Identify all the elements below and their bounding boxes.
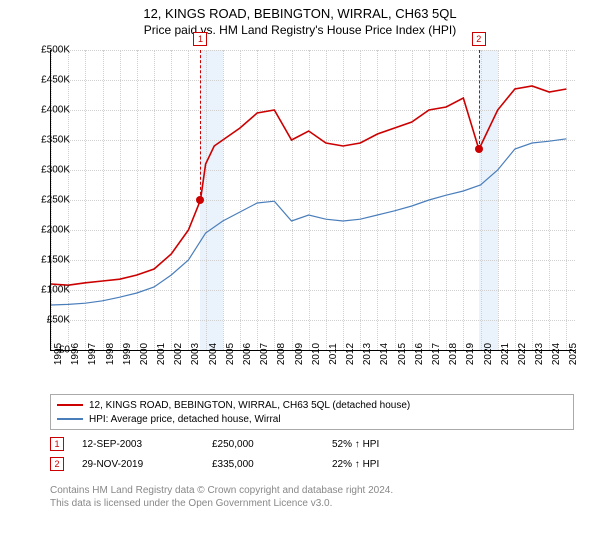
marker-dot-2: [475, 145, 483, 153]
marker-line-1: [200, 50, 201, 200]
xtick-label: 2008: [276, 343, 287, 365]
xtick-label: 2022: [517, 343, 528, 365]
title-block: 12, KINGS ROAD, BEBINGTON, WIRRAL, CH63 …: [0, 0, 600, 37]
ytick-label: £300K: [26, 165, 70, 176]
xtick-label: 2025: [568, 343, 579, 365]
marker-box-2: 2: [472, 32, 486, 46]
address-title: 12, KINGS ROAD, BEBINGTON, WIRRAL, CH63 …: [0, 6, 600, 21]
sales-table: 1 12-SEP-2003 £250,000 52% ↑ HPI 2 29-NO…: [50, 434, 432, 474]
attribution: Contains HM Land Registry data © Crown c…: [50, 484, 393, 510]
xtick-label: 2001: [156, 343, 167, 365]
xtick-label: 1995: [53, 343, 64, 365]
xtick-label: 1996: [70, 343, 81, 365]
legend-label-property: 12, KINGS ROAD, BEBINGTON, WIRRAL, CH63 …: [89, 400, 410, 411]
series-line-hpi: [51, 139, 566, 305]
xtick-label: 2002: [173, 343, 184, 365]
xtick-label: 2014: [379, 343, 390, 365]
ytick-label: £150K: [26, 255, 70, 266]
plot-area: 12: [50, 50, 575, 351]
sale-delta-2: 22% ↑ HPI: [332, 459, 432, 470]
xtick-label: 1998: [105, 343, 116, 365]
marker-box-1: 1: [193, 32, 207, 46]
xtick-label: 2011: [328, 343, 339, 365]
xtick-label: 2023: [534, 343, 545, 365]
xtick-label: 2013: [362, 343, 373, 365]
ytick-label: £250K: [26, 195, 70, 206]
ytick-label: £100K: [26, 285, 70, 296]
xtick-label: 2015: [397, 343, 408, 365]
chart-svg: [51, 50, 575, 350]
legend: 12, KINGS ROAD, BEBINGTON, WIRRAL, CH63 …: [50, 394, 574, 430]
attribution-line2: This data is licensed under the Open Gov…: [50, 497, 393, 510]
xtick-label: 2000: [139, 343, 150, 365]
sale-row-2: 2 29-NOV-2019 £335,000 22% ↑ HPI: [50, 454, 432, 474]
legend-label-hpi: HPI: Average price, detached house, Wirr…: [89, 414, 281, 425]
xtick-label: 1999: [122, 343, 133, 365]
xtick-label: 2021: [500, 343, 511, 365]
subtitle: Price paid vs. HM Land Registry's House …: [0, 23, 600, 37]
series-line-property: [51, 86, 566, 285]
xtick-label: 1997: [87, 343, 98, 365]
sale-marker-2: 2: [50, 457, 64, 471]
ytick-label: £450K: [26, 75, 70, 86]
legend-swatch-property: [57, 404, 83, 406]
ytick-label: £350K: [26, 135, 70, 146]
ytick-label: £50K: [26, 315, 70, 326]
sale-price-2: £335,000: [212, 459, 332, 470]
xtick-label: 2004: [208, 343, 219, 365]
xtick-label: 2017: [431, 343, 442, 365]
xtick-label: 2019: [465, 343, 476, 365]
chart-container: 12, KINGS ROAD, BEBINGTON, WIRRAL, CH63 …: [0, 0, 600, 560]
ytick-label: £400K: [26, 105, 70, 116]
xtick-label: 2016: [414, 343, 425, 365]
marker-line-2: [479, 50, 480, 149]
sale-row-1: 1 12-SEP-2003 £250,000 52% ↑ HPI: [50, 434, 432, 454]
sale-date-1: 12-SEP-2003: [82, 439, 212, 450]
xtick-label: 2020: [483, 343, 494, 365]
legend-item-property: 12, KINGS ROAD, BEBINGTON, WIRRAL, CH63 …: [57, 398, 567, 412]
sale-date-2: 29-NOV-2019: [82, 459, 212, 470]
xtick-label: 2010: [311, 343, 322, 365]
xtick-label: 2009: [294, 343, 305, 365]
xtick-label: 2003: [190, 343, 201, 365]
legend-swatch-hpi: [57, 418, 83, 420]
ytick-label: £500K: [26, 45, 70, 56]
sale-price-1: £250,000: [212, 439, 332, 450]
ytick-label: £200K: [26, 225, 70, 236]
xtick-label: 2018: [448, 343, 459, 365]
xtick-label: 2024: [551, 343, 562, 365]
attribution-line1: Contains HM Land Registry data © Crown c…: [50, 484, 393, 497]
marker-dot-1: [196, 196, 204, 204]
xtick-label: 2005: [225, 343, 236, 365]
xtick-label: 2007: [259, 343, 270, 365]
sale-marker-1: 1: [50, 437, 64, 451]
legend-item-hpi: HPI: Average price, detached house, Wirr…: [57, 412, 567, 426]
sale-delta-1: 52% ↑ HPI: [332, 439, 432, 450]
xtick-label: 2012: [345, 343, 356, 365]
xtick-label: 2006: [242, 343, 253, 365]
